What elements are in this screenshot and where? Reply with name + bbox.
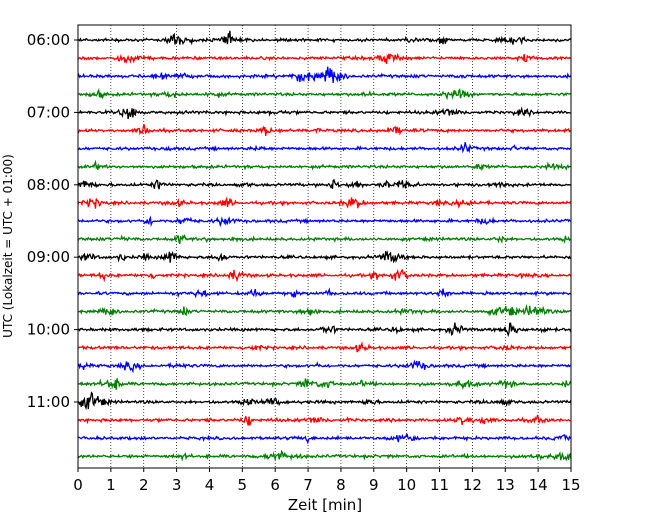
y-axis-ticks: 06:00 07:00 08:00 09:00 10:00 11:00	[27, 31, 78, 411]
y-tick-label: 11:00	[27, 393, 70, 411]
trace-0730	[77, 142, 572, 154]
y-tick-label: 07:00	[27, 103, 70, 121]
trace-0600	[77, 30, 572, 46]
x-tick-label: 11	[430, 476, 449, 494]
x-tick-label: 6	[270, 476, 280, 494]
x-tick-label: 8	[336, 476, 346, 494]
trace-1130	[77, 433, 572, 445]
x-tick-label: 0	[73, 476, 83, 494]
x-tick-label: 3	[172, 476, 182, 494]
trace-1030	[77, 359, 572, 374]
plot-frame	[77, 24, 572, 469]
x-tick-label: 4	[205, 476, 215, 494]
trace-0915	[77, 268, 572, 283]
trace-0930	[77, 287, 572, 299]
trace-0815	[77, 196, 572, 209]
trace-0900	[77, 250, 572, 264]
trace-1045	[77, 378, 572, 390]
seismic-traces	[77, 30, 572, 462]
trace-1115	[77, 414, 571, 426]
trace-0745	[78, 159, 572, 172]
x-tick-label: 12	[463, 476, 482, 494]
x-tick-label: 9	[369, 476, 379, 494]
trace-0830	[77, 215, 571, 228]
y-tick-label: 09:00	[27, 248, 70, 266]
trace-0845	[77, 234, 572, 245]
trace-0700	[78, 106, 571, 120]
trace-0630	[77, 66, 572, 84]
x-tick-label: 13	[496, 476, 515, 494]
x-tick-label: 7	[303, 476, 313, 494]
x-axis-label: Zeit [min]	[288, 496, 362, 514]
trace-0715	[77, 124, 572, 136]
y-tick-label: 08:00	[27, 176, 70, 194]
y-tick-label: 06:00	[27, 31, 70, 49]
x-tick-label: 15	[561, 476, 580, 494]
y-axis-label: UTC (Lokalzeit = UTC + 01:00)	[1, 154, 15, 338]
trace-0615	[77, 52, 572, 64]
trace-1145	[77, 449, 572, 462]
x-tick-label: 10	[397, 476, 416, 494]
trace-0800	[77, 178, 572, 190]
y-tick-label: 10:00	[27, 321, 70, 339]
grid-lines	[110, 25, 539, 468]
trace-0645	[78, 88, 572, 101]
x-tick-label: 14	[529, 476, 548, 494]
x-tick-label: 5	[238, 476, 248, 494]
x-tick-label: 2	[139, 476, 149, 494]
trace-1100	[78, 391, 572, 411]
x-axis-ticks: 0 1 2 3 4 5 6 7 8 9 10 11 12 13 14 15	[73, 468, 581, 494]
x-tick-label: 1	[106, 476, 116, 494]
trace-1000	[77, 322, 572, 338]
trace-0945	[77, 303, 572, 317]
trace-1015	[77, 341, 572, 353]
